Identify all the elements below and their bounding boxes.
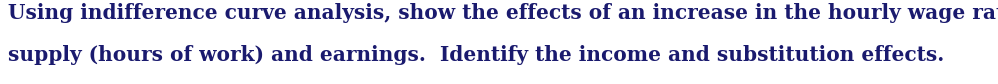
Text: supply (hours of work) and earnings.  Identify the income and substitution effec: supply (hours of work) and earnings. Ide…: [8, 45, 944, 65]
Text: Using indifference curve analysis, show the effects of an increase in the hourly: Using indifference curve analysis, show …: [8, 3, 998, 23]
